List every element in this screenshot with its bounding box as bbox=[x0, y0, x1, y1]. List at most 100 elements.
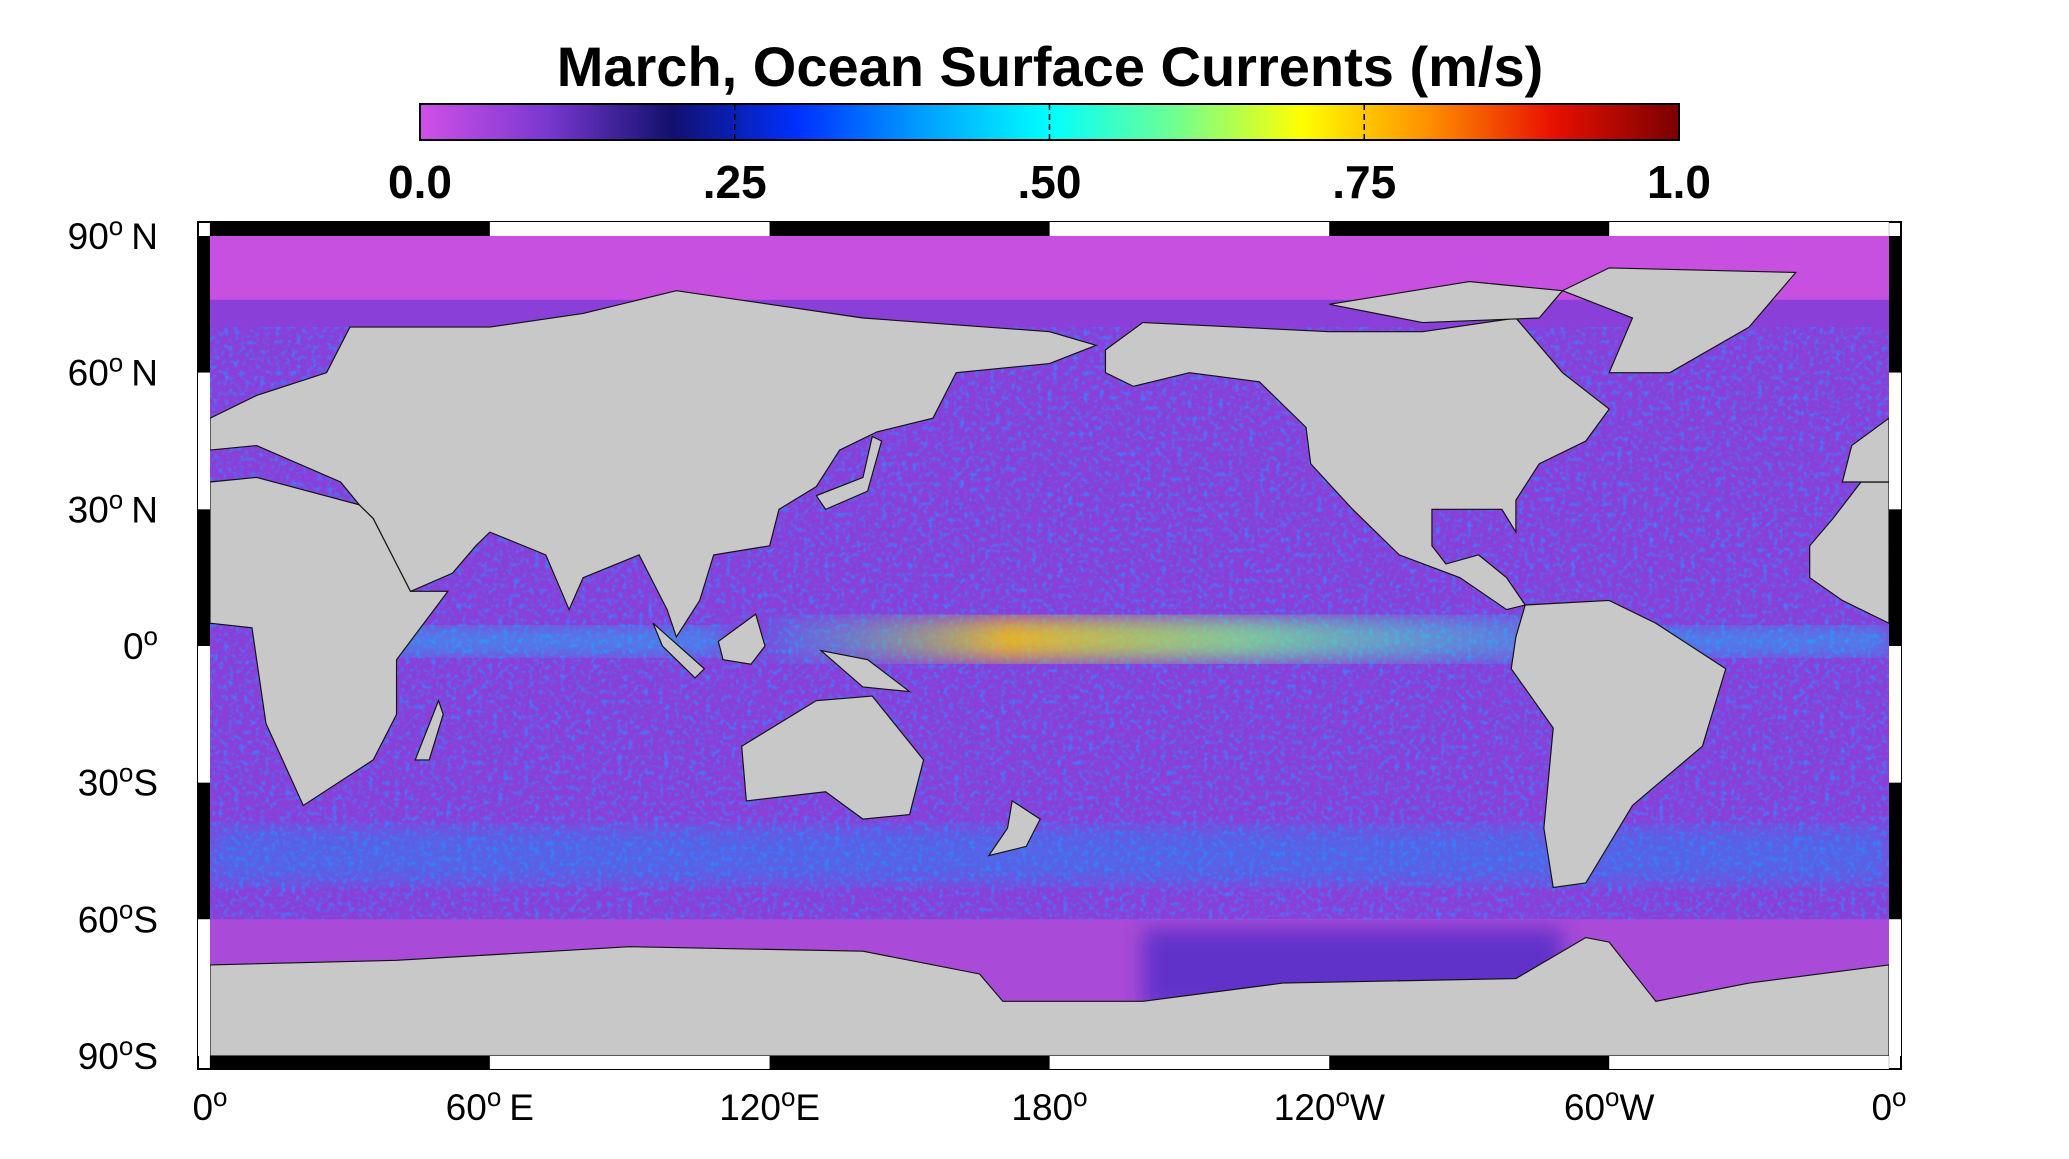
tick-label: 30oS bbox=[78, 758, 158, 804]
north-america bbox=[1104, 317, 1610, 611]
tick-label: 30o N bbox=[68, 484, 158, 530]
tick-label: 60o N bbox=[68, 348, 158, 394]
tick-number: 60 bbox=[446, 1087, 487, 1128]
europe-west bbox=[1841, 417, 1889, 483]
land bbox=[210, 267, 1889, 1056]
hemisphere: W bbox=[1350, 1087, 1385, 1128]
tick-label: 60o E bbox=[446, 1082, 534, 1128]
tick-number: 0 bbox=[123, 626, 144, 667]
japan bbox=[815, 435, 883, 511]
degree-sign: o bbox=[1605, 1082, 1619, 1112]
colorbar-tick-label: .75 bbox=[1332, 156, 1396, 208]
canadian-arctic bbox=[1329, 280, 1564, 324]
tick-label: 60oW bbox=[1564, 1082, 1655, 1128]
degree-sign: o bbox=[781, 1082, 795, 1112]
degree-sign: o bbox=[487, 1082, 501, 1112]
lon-band bbox=[1049, 222, 1330, 236]
lon-band bbox=[489, 222, 770, 236]
map-area bbox=[210, 236, 1889, 1056]
tick-number: 120 bbox=[1274, 1087, 1336, 1128]
south-america bbox=[1510, 599, 1727, 889]
hemisphere: N bbox=[131, 216, 158, 257]
degree-sign: o bbox=[119, 1031, 133, 1061]
tick-label: 120oW bbox=[1274, 1082, 1385, 1128]
degree-sign: o bbox=[109, 484, 123, 514]
lon-band bbox=[1609, 222, 1889, 236]
circumpolar-current bbox=[210, 828, 1889, 883]
tick-label: 90oS bbox=[78, 1031, 158, 1077]
lon-band bbox=[1329, 1056, 1610, 1069]
tick-number: 90 bbox=[68, 216, 109, 257]
hemisphere: S bbox=[133, 899, 158, 940]
degree-sign: o bbox=[109, 211, 123, 241]
hemisphere: N bbox=[131, 353, 158, 394]
new-zealand bbox=[987, 799, 1041, 857]
tick-number: 120 bbox=[719, 1087, 781, 1128]
hemisphere: N bbox=[131, 489, 158, 530]
lon-band bbox=[769, 222, 1050, 236]
colorbar-tick-label: .50 bbox=[1018, 156, 1082, 208]
lat-band bbox=[198, 509, 210, 646]
lat-band bbox=[198, 372, 210, 510]
tick-number: 30 bbox=[78, 763, 119, 804]
lat-band bbox=[198, 236, 210, 373]
greenland bbox=[1561, 267, 1797, 374]
lat-band bbox=[1889, 646, 1901, 783]
tick-label: 90o N bbox=[68, 211, 158, 257]
degree-sign: o bbox=[1073, 1082, 1087, 1112]
equatorial-current bbox=[769, 618, 1563, 660]
tick-number: 60 bbox=[1564, 1087, 1605, 1128]
tick-label: 0o bbox=[1871, 1082, 1906, 1128]
tick-label: 120oE bbox=[719, 1082, 820, 1128]
hemisphere: E bbox=[795, 1087, 820, 1128]
degree-sign: o bbox=[119, 758, 133, 788]
antarctica bbox=[210, 936, 1889, 1056]
lon-band bbox=[1609, 1056, 1889, 1069]
lat-band bbox=[1889, 236, 1901, 373]
lon-band bbox=[210, 1056, 490, 1069]
tick-label: 180o bbox=[1011, 1082, 1087, 1128]
tick-number: 0 bbox=[1871, 1087, 1892, 1128]
sumatra bbox=[652, 622, 706, 679]
tick-number: 30 bbox=[68, 489, 109, 530]
tick-number: 180 bbox=[1011, 1087, 1073, 1128]
tick-number: 90 bbox=[78, 1036, 119, 1077]
tick-label: 0o bbox=[192, 1082, 227, 1128]
degree-sign: o bbox=[213, 1082, 227, 1112]
lat-band bbox=[1889, 782, 1901, 920]
lon-band bbox=[489, 1056, 770, 1069]
tick-number: 60 bbox=[78, 899, 119, 940]
degree-sign: o bbox=[1892, 1082, 1906, 1112]
lat-band bbox=[198, 646, 210, 783]
lon-band bbox=[210, 222, 490, 236]
lat-band bbox=[198, 919, 210, 1056]
tick-number: 0 bbox=[192, 1087, 213, 1128]
colorbar: 0.0 .25 .50 .75 1.0 bbox=[388, 103, 1711, 208]
lat-band bbox=[1889, 372, 1901, 510]
degree-sign: o bbox=[109, 348, 123, 378]
tick-label: 0o bbox=[123, 621, 158, 667]
hemisphere: S bbox=[133, 763, 158, 804]
new-guinea bbox=[818, 649, 912, 693]
lon-band bbox=[1329, 222, 1610, 236]
colorbar-tick-label: 1.0 bbox=[1647, 156, 1711, 208]
lon-band bbox=[769, 1056, 1050, 1069]
map-title: March, Ocean Surface Currents (m/s) bbox=[557, 35, 1544, 98]
madagascar bbox=[414, 698, 444, 761]
colorbar-tick-label: .25 bbox=[703, 156, 767, 208]
eurasia bbox=[210, 290, 1098, 639]
lat-band bbox=[1889, 919, 1901, 1056]
tick-number: 60 bbox=[68, 353, 109, 394]
hemisphere: W bbox=[1620, 1087, 1655, 1128]
australia bbox=[741, 695, 925, 820]
lat-band bbox=[1889, 509, 1901, 646]
hemisphere: E bbox=[509, 1087, 534, 1128]
tick-label: 60oS bbox=[78, 894, 158, 940]
hemisphere: S bbox=[133, 1036, 158, 1077]
degree-sign: o bbox=[144, 621, 158, 651]
lat-band bbox=[198, 782, 210, 920]
borneo bbox=[717, 613, 766, 665]
degree-sign: o bbox=[1335, 1082, 1349, 1112]
